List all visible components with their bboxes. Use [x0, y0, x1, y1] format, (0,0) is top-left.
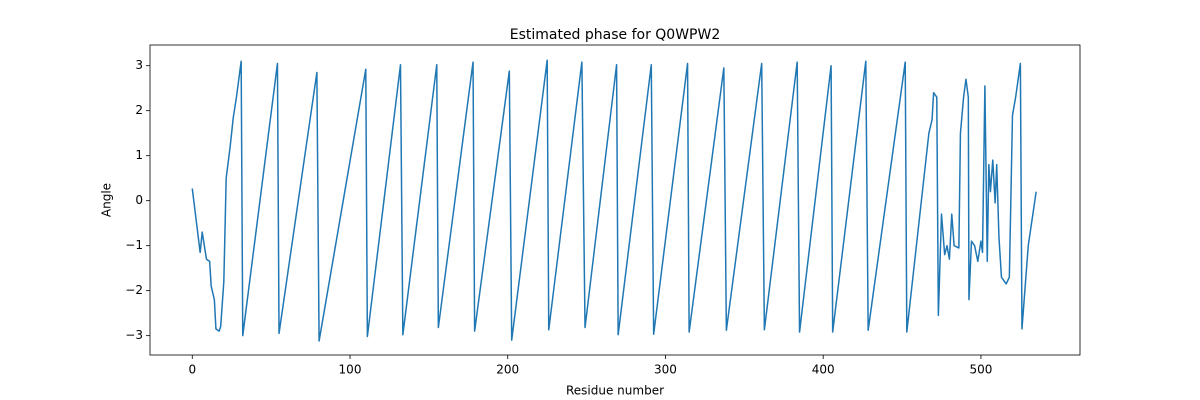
y-tick-label: 0 [135, 193, 143, 207]
x-axis-label: Residue number [566, 384, 664, 398]
x-tick-label: 200 [496, 363, 519, 377]
x-tick-label: 300 [654, 363, 677, 377]
plot-frame [149, 44, 1081, 356]
y-tick-label: 3 [135, 58, 143, 72]
y-tick-label: 1 [135, 148, 143, 162]
y-tick-label: 2 [135, 103, 143, 117]
data-line [191, 59, 1037, 342]
y-tick-label: −1 [125, 238, 143, 252]
chart-title: Estimated phase for Q0WPW2 [510, 27, 721, 43]
x-tick-label: 500 [969, 363, 992, 377]
y-axis-label: Angle [100, 183, 114, 217]
y-tick-label: −3 [125, 328, 143, 342]
x-tick-label: 0 [188, 363, 196, 377]
y-tick-label: −2 [125, 283, 143, 297]
x-tick-label: 100 [339, 363, 362, 377]
x-tick-label: 400 [812, 363, 835, 377]
